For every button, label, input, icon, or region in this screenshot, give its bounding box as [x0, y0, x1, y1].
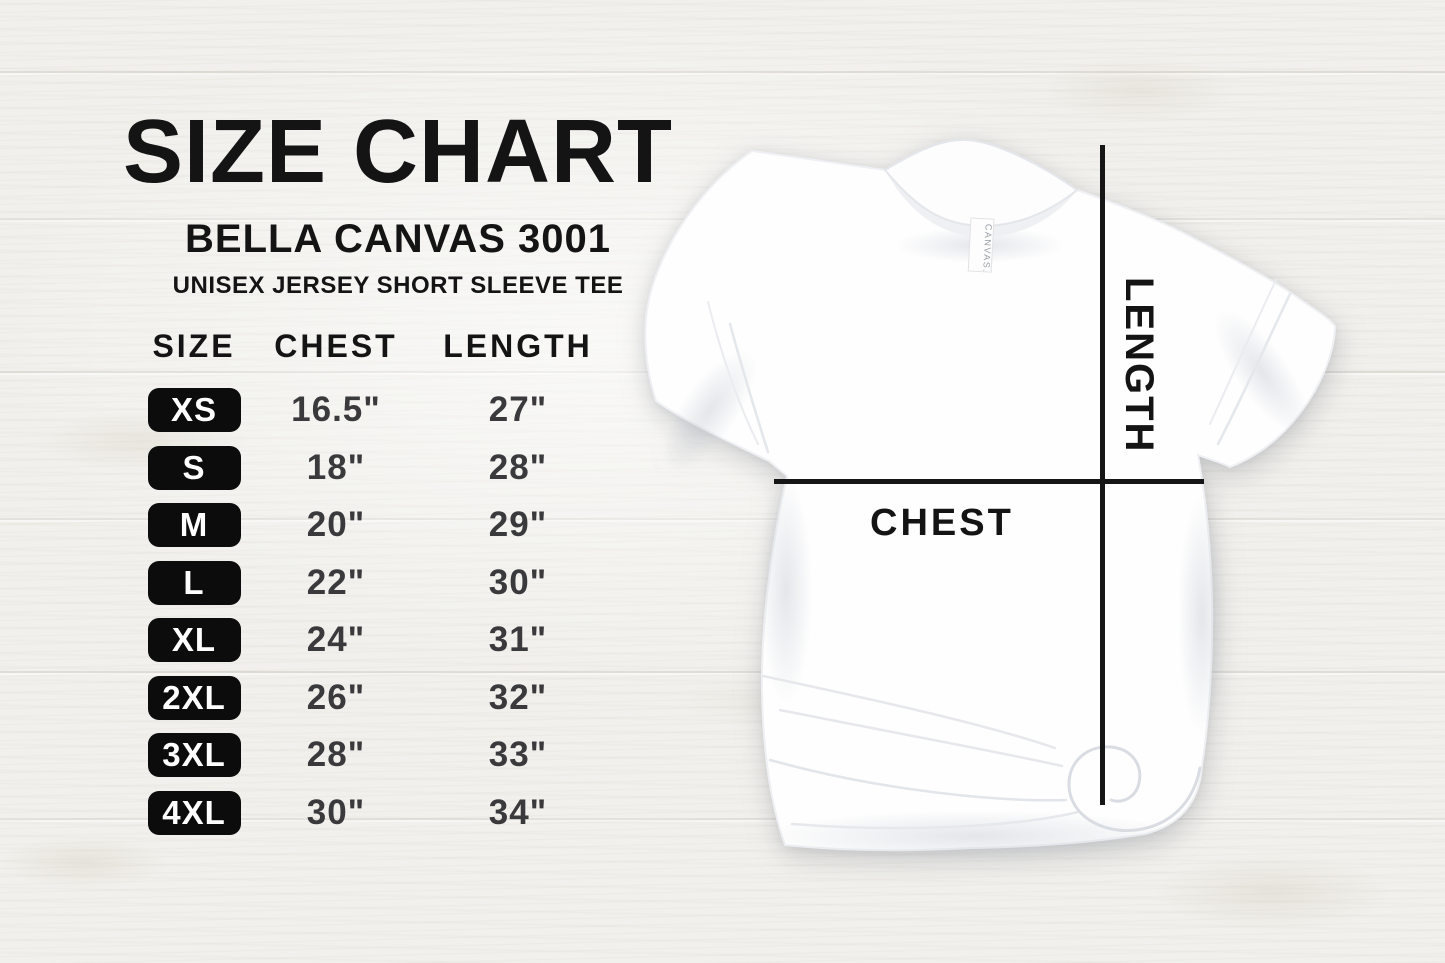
- table-row: M 20" 29": [118, 503, 634, 547]
- table-row: L 22" 30": [118, 560, 634, 605]
- page-title: SIZE CHART: [123, 102, 673, 202]
- chest-measure-line: [774, 479, 1204, 484]
- length-value: 30": [488, 562, 548, 602]
- size-badge: S: [147, 445, 241, 490]
- fabric-creases: [707, 279, 1292, 830]
- length-label: LENGTH: [1117, 277, 1161, 454]
- neck-opening: [885, 170, 1077, 238]
- length-value: 32": [488, 677, 548, 717]
- tshirt-photo: CANVAS.: [644, 138, 1337, 862]
- header-size: SIZE: [152, 328, 236, 364]
- chest-value: 30": [306, 792, 366, 832]
- length-value: 34": [488, 792, 548, 832]
- size-badge: 4XL: [147, 790, 241, 835]
- length-value: 29": [488, 505, 548, 544]
- length-value: 31": [488, 620, 548, 659]
- chest-value: 28": [306, 735, 366, 774]
- table-header-row: SIZE CHEST LENGTH: [118, 328, 634, 365]
- chest-value: 22": [306, 562, 366, 602]
- header-chest: CHEST: [274, 328, 398, 364]
- table-row: 3XL 28" 33": [118, 733, 634, 777]
- chest-value: 20": [306, 505, 366, 544]
- table-row: S 18" 28": [118, 445, 634, 490]
- length-value: 28": [488, 447, 548, 487]
- fabric-shading: [662, 227, 1311, 862]
- size-badge: XS: [147, 388, 241, 432]
- table-row: XL 24" 31": [118, 618, 634, 662]
- length-value: 33": [488, 735, 548, 774]
- chest-value: 24": [306, 620, 366, 659]
- table-row: XS 16.5" 27": [118, 388, 634, 432]
- size-chart-panel: SIZE CHART BELLA CANVAS 3001 UNISEX JERS…: [118, 0, 678, 963]
- length-value: 27": [488, 390, 548, 429]
- size-table: XS 16.5" 27" S 18" 28" M 20" 29" L 22" 3…: [118, 388, 634, 835]
- collar: [883, 138, 1079, 228]
- table-row: 2XL 26" 32": [118, 675, 634, 720]
- chest-value: 26": [306, 677, 366, 717]
- size-badge: L: [147, 560, 241, 605]
- chest-label: CHEST: [870, 502, 1014, 544]
- size-badge: M: [147, 503, 241, 547]
- size-badge: 3XL: [147, 733, 241, 777]
- neck-tag-label: CANVAS.: [981, 224, 994, 274]
- page-tagline: UNISEX JERSEY SHORT SLEEVE TEE: [172, 272, 624, 299]
- page-subtitle: BELLA CANVAS 3001: [185, 217, 611, 261]
- chest-value: 16.5": [291, 390, 381, 429]
- table-row: 4XL 30" 34": [118, 790, 634, 835]
- chest-value: 18": [306, 447, 366, 487]
- size-badge: XL: [147, 618, 241, 662]
- header-length: LENGTH: [443, 328, 593, 364]
- neck-tag: CANVAS.: [967, 217, 995, 274]
- fabric-roll: [1067, 745, 1202, 833]
- size-badge: 2XL: [147, 675, 241, 720]
- length-measure-line: [1100, 145, 1105, 805]
